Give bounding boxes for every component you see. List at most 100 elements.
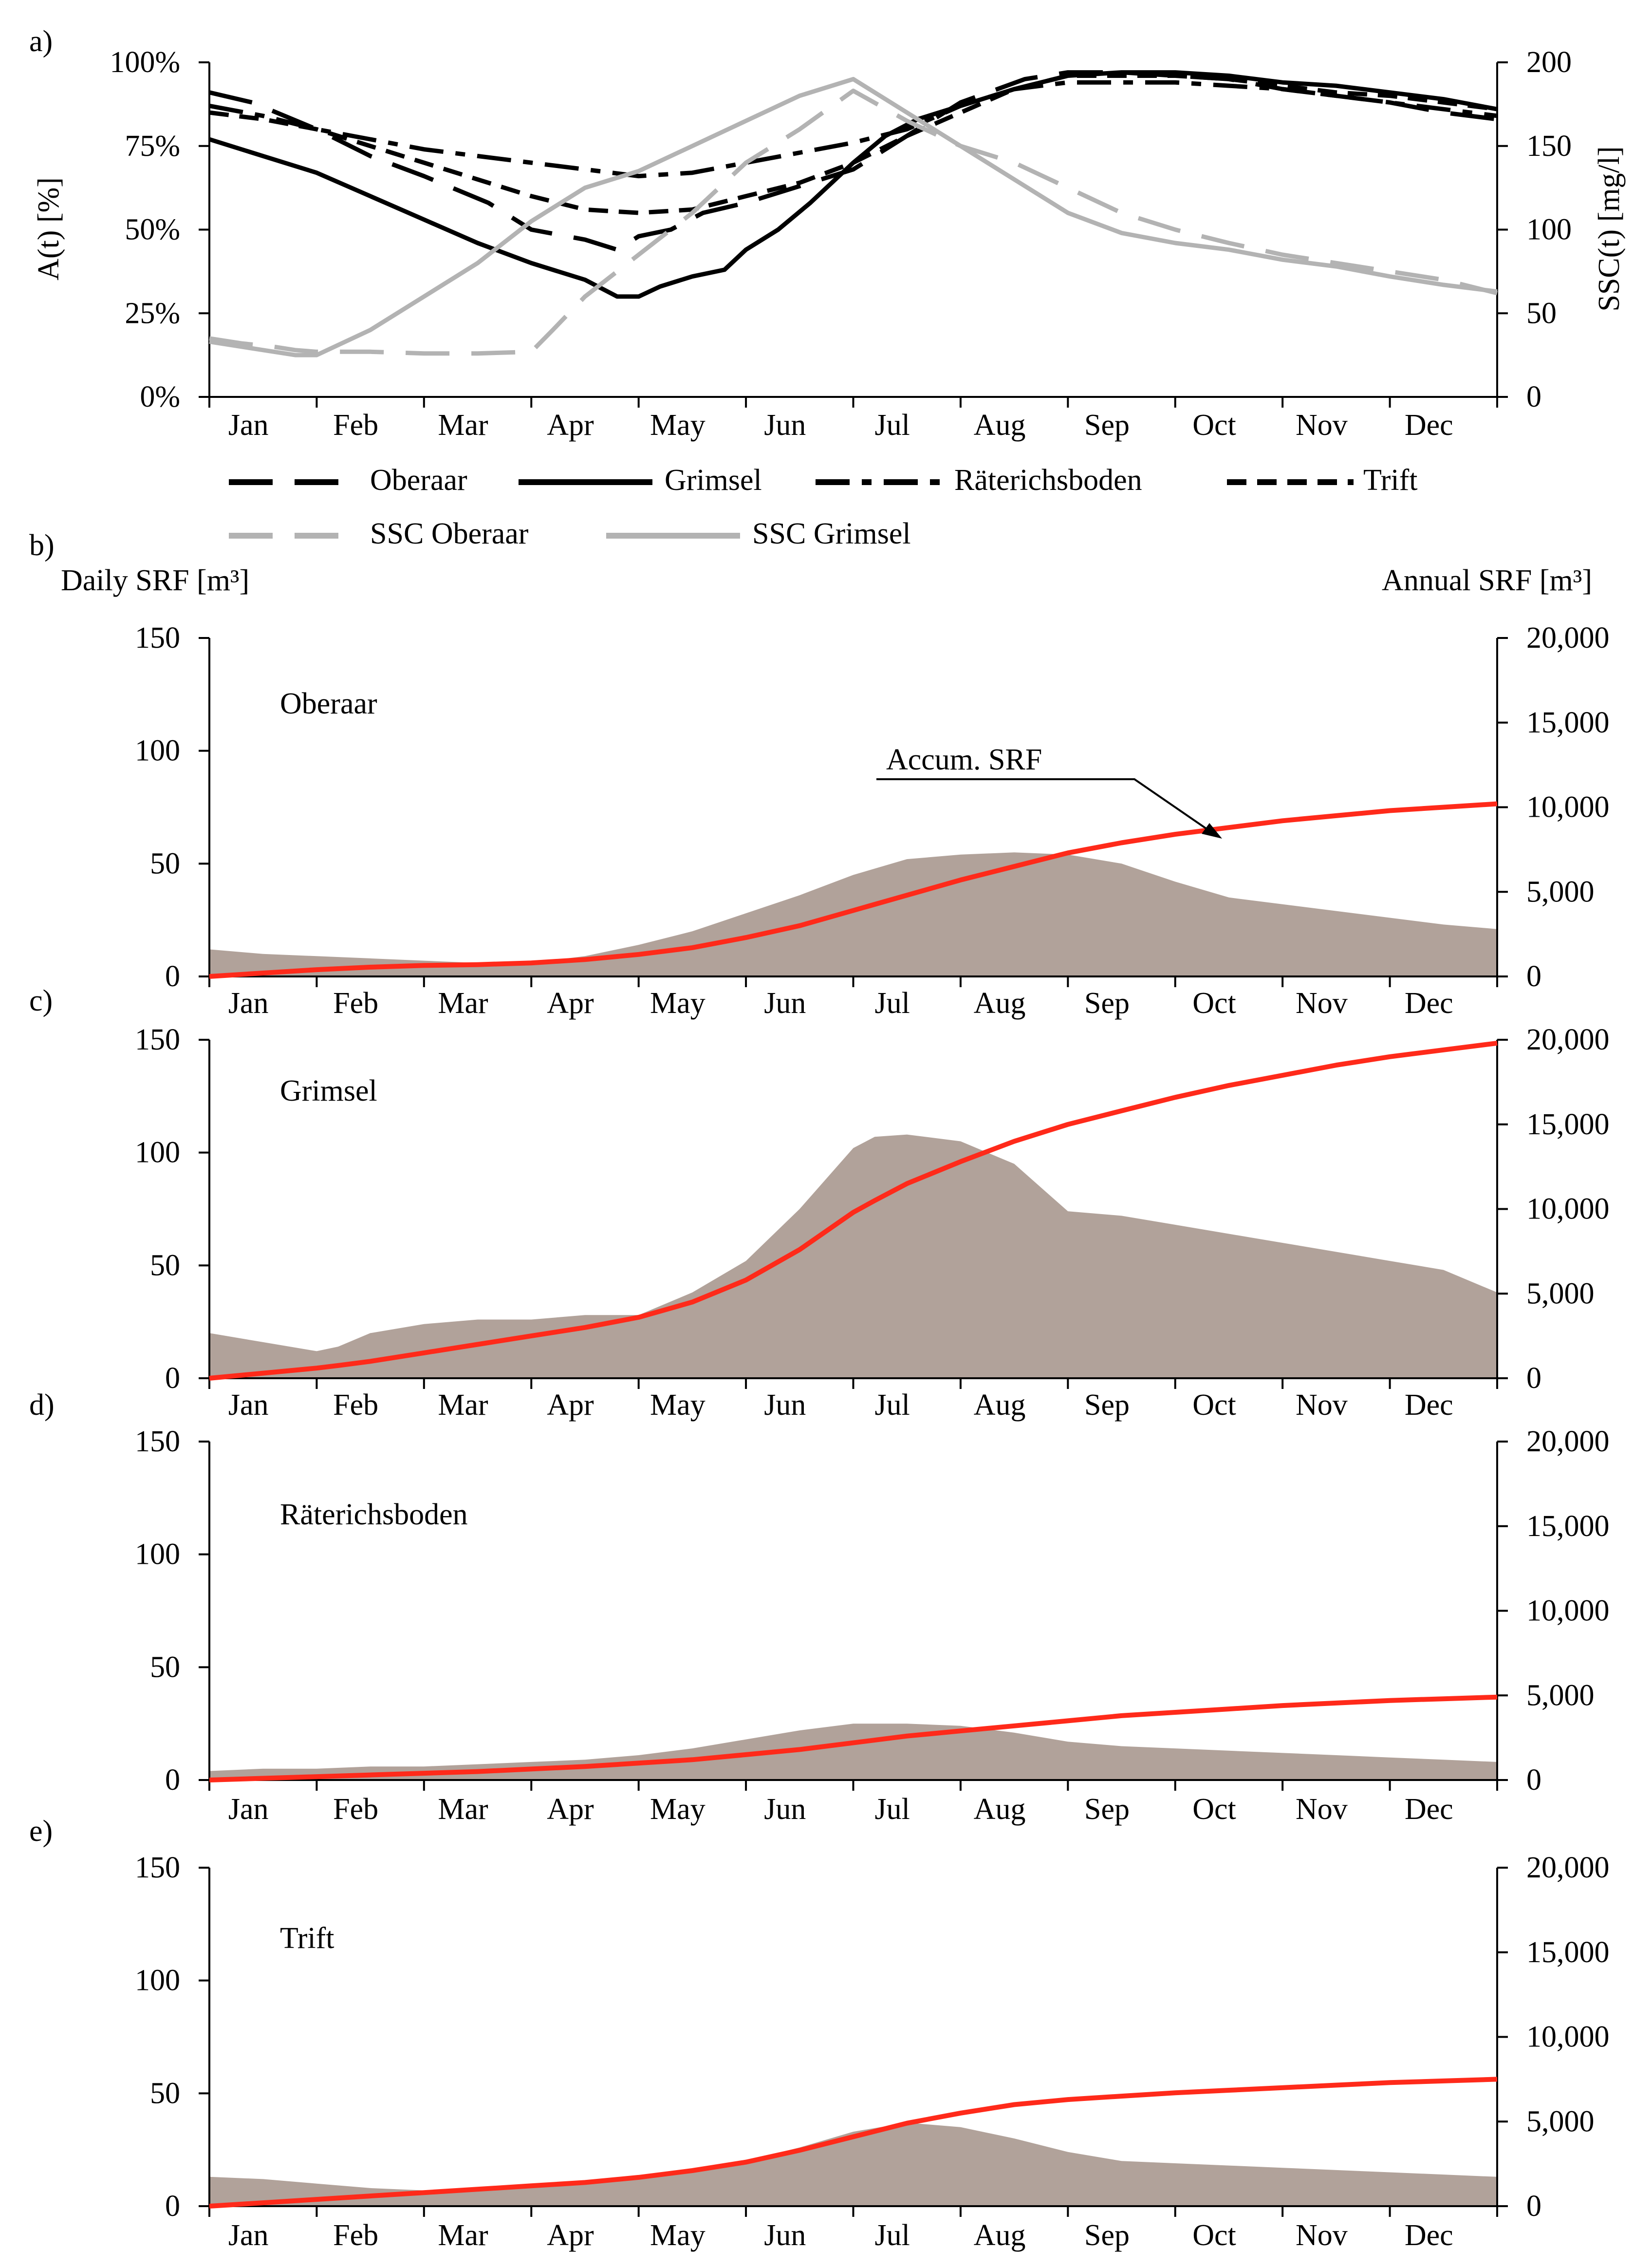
panel-c-left-tick-label: 150 [135,1023,180,1056]
panel-a-month-may: May [650,409,705,442]
panel-c-left-tick-label: 0 [165,1362,180,1395]
panel-a-month-oct: Oct [1192,409,1236,442]
panel-b-label: b) [29,529,55,562]
panel-c-label: c) [29,984,53,1017]
legend-label-grimsel: Grimsel [665,464,762,497]
panel-c-month-jul: Jul [875,1388,910,1422]
panel-a: a) A(t) [%] SSC(t) [mg/l] Jan Feb Mar Apr Ma… [29,25,1626,442]
panel-d-month-nov: Nov [1296,1793,1348,1826]
panel-b: Jan Feb Mar Apr May Jun Jul Aug Sep Oct Nov Dec 0 50 1… [135,621,1610,1020]
legend-label-oberaar: Oberaar [370,464,467,497]
legend: Oberaar Grimsel Räterichsboden Trift SSC… [229,464,1417,550]
panel-b-month-feb: Feb [333,987,378,1020]
panel-d-month-oct: Oct [1192,1793,1236,1826]
panel-e-left-tick-label: 150 [135,1851,180,1884]
panel-b-station-label: Oberaar [280,687,377,720]
panel-a-right-tick-label: 200 [1526,46,1572,79]
legend-label-ssc-grimsel: SSC Grimsel [752,517,911,550]
legend-entry-raterichsboden: Räterichsboden [816,464,1142,497]
panel-e-month-mar: Mar [438,2219,488,2252]
panel-e-right-tick-label: 15,000 [1526,1936,1610,1969]
panel-b-month-apr: Apr [547,987,594,1020]
panel-a-series [208,70,1498,357]
panel-e-right-tick-label: 20,000 [1526,1851,1610,1884]
panel-d-daily-srf-area [209,1724,1497,1780]
panel-a-right-tick-label: 50 [1526,297,1557,330]
panel-e-right-tick-label: 0 [1526,2190,1541,2223]
panel-e-month-apr: Apr [547,2219,594,2252]
accum-srf-arrowhead [1202,823,1222,839]
panel-a-month-feb: Feb [333,409,378,442]
panel-c-right-tick-label: 5,000 [1526,1277,1595,1310]
panel-d-left-tick-label: 150 [135,1425,180,1458]
annual-srf-axis-title: Annual SRF [m³] [1382,564,1592,597]
panel-a-right-axis-title: SSC(t) [mg/l] [1593,146,1626,311]
panel-b-left-tick-label: 0 [165,960,180,993]
panel-a-left-tick-label: 75% [125,130,180,163]
panel-e-month-jul: Jul [875,2219,910,2252]
panel-b-month-nov: Nov [1296,987,1348,1020]
legend-label-trift: Trift [1363,464,1417,497]
panel-d-accum-srf-line [209,1694,1498,1782]
panel-a-axes: Jan Feb Mar Apr May Jun Jul Aug Sep Oct Nov Dec 0% 25… [110,46,1572,442]
panel-c-right-tick-label: 15,000 [1526,1108,1610,1141]
panel-b-daily-srf-area [209,852,1497,976]
series-line-grimsel [208,70,1498,299]
series-line-ssc-grimsel [209,76,1498,357]
panel-c-month-mar: Mar [438,1388,488,1422]
panel-e-month-may: May [650,2219,705,2252]
panel-a-right-tick-label: 150 [1526,130,1572,163]
panel-b-right-tick-label: 10,000 [1526,791,1610,824]
panel-b-month-dec: Dec [1405,987,1453,1020]
panel-e-station-label: Trift [280,1922,334,1955]
panel-e-month-dec: Dec [1405,2219,1453,2252]
panel-d: d) Jan Feb Mar Apr May Jun Jul Aug Sep Oct Nov Dec 0… [29,1388,1610,1826]
panel-b-right-tick-label: 15,000 [1526,706,1610,739]
panel-a-month-jan: Jan [228,409,269,442]
panel-d-station-label: Räterichsboden [280,1498,468,1531]
panel-a-left-tick-label: 0% [140,380,180,413]
panel-a-month-jul: Jul [875,409,910,442]
panel-a-month-aug: Aug [974,409,1026,442]
panel-d-month-feb: Feb [333,1793,378,1826]
panel-d-right-tick-label: 0 [1526,1763,1541,1797]
panel-c-station-label: Grimsel [280,1074,377,1107]
panel-b-month-jan: Jan [228,987,269,1020]
panel-a-left-tick-label: 25% [125,297,180,330]
legend-entry-oberaar: Oberaar [229,464,467,497]
panel-c-month-may: May [650,1388,705,1422]
legend-label-ssc-oberaar: SSC Oberaar [370,517,529,550]
panel-d-month-sep: Sep [1084,1793,1130,1826]
panel-a-month-jun: Jun [764,409,806,442]
panel-e-month-oct: Oct [1192,2219,1236,2252]
panel-c-month-nov: Nov [1296,1388,1348,1422]
panel-e-right-tick-label: 10,000 [1526,2021,1610,2054]
legend-entry-trift: Trift [1227,464,1417,497]
panel-a-month-dec: Dec [1405,409,1453,442]
panel-d-left-tick-label: 50 [150,1650,180,1684]
panel-e-month-aug: Aug [974,2219,1026,2252]
series-line-ssc-oberaar [209,88,1498,356]
legend-label-raterichsboden: Räterichsboden [954,464,1142,497]
panel-a-right-tick-label: 0 [1526,380,1541,413]
panel-b-month-mar: Mar [438,987,488,1020]
panel-d-right-tick-label: 10,000 [1526,1594,1610,1628]
panel-b-accum-srf-line [209,801,1498,979]
panel-c-right-tick-label: 10,000 [1526,1193,1610,1226]
accum-srf-label: Accum. SRF [886,743,1042,776]
panel-d-month-mar: Mar [438,1793,488,1826]
panel-c-month-sep: Sep [1084,1388,1130,1422]
panel-c-left-tick-label: 100 [135,1136,180,1169]
series-line-r-terichsboden [209,80,1498,179]
panel-d-month-jan: Jan [228,1793,269,1826]
panel-b-left-tick-label: 150 [135,621,180,655]
panel-c-month-aug: Aug [974,1388,1026,1422]
panel-c-month-feb: Feb [333,1388,378,1422]
panel-d-month-jun: Jun [764,1793,806,1826]
panel-a-left-tick-label: 100% [110,46,180,79]
panel-e-month-feb: Feb [333,2219,378,2252]
panel-b-left-tick-label: 100 [135,734,180,768]
panel-d-right-tick-label: 15,000 [1526,1510,1610,1543]
panel-b-month-jun: Jun [764,987,806,1020]
